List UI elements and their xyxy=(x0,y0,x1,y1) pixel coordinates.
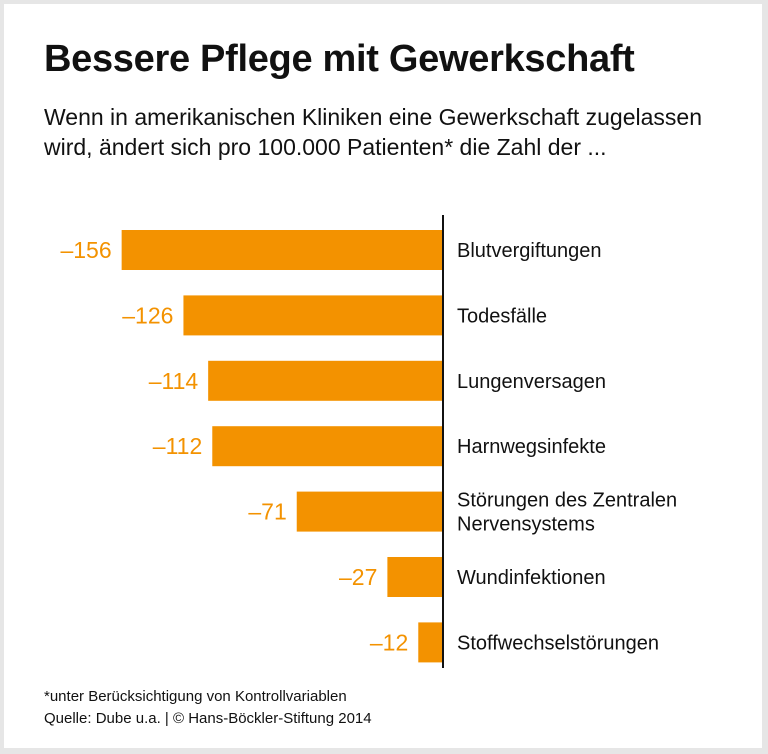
bar xyxy=(208,360,443,401)
chart-title: Bessere Pflege mit Gewerkschaft xyxy=(44,38,635,80)
value-label: –112 xyxy=(153,433,202,459)
bar xyxy=(212,426,443,467)
value-label: –156 xyxy=(60,237,111,263)
value-label: –114 xyxy=(149,368,199,394)
value-label: –126 xyxy=(122,302,173,328)
category-label: Blutvergiftungen xyxy=(457,240,602,262)
category-label: Harnwegsinfekte xyxy=(457,436,606,458)
value-label: –27 xyxy=(339,564,377,590)
chart-subtitle: Wenn in amerikanischen Kliniken eine Gew… xyxy=(44,104,702,160)
bar xyxy=(296,491,443,532)
bar xyxy=(183,295,443,336)
category-label: Wundinfektionen xyxy=(457,567,606,589)
value-label: –12 xyxy=(370,629,408,655)
bar xyxy=(121,230,443,270)
category-label: Todesfälle xyxy=(457,305,547,327)
footnote: *unter Berücksichtigung von Kontrollvari… xyxy=(44,688,347,705)
bar xyxy=(387,557,443,597)
value-label: –71 xyxy=(248,499,286,525)
category-label: Stoffwechselstörungen xyxy=(457,632,659,654)
category-label: Nervensystems xyxy=(457,514,595,536)
category-label: Lungenversagen xyxy=(457,371,606,393)
bar xyxy=(418,622,443,663)
source-line: Quelle: Dube u.a. | © Hans-Böckler-Stift… xyxy=(44,710,372,727)
category-label: Störungen des Zentralen xyxy=(457,490,677,512)
footer: *unter Berücksichtigung von Kontrollvari… xyxy=(44,686,372,730)
